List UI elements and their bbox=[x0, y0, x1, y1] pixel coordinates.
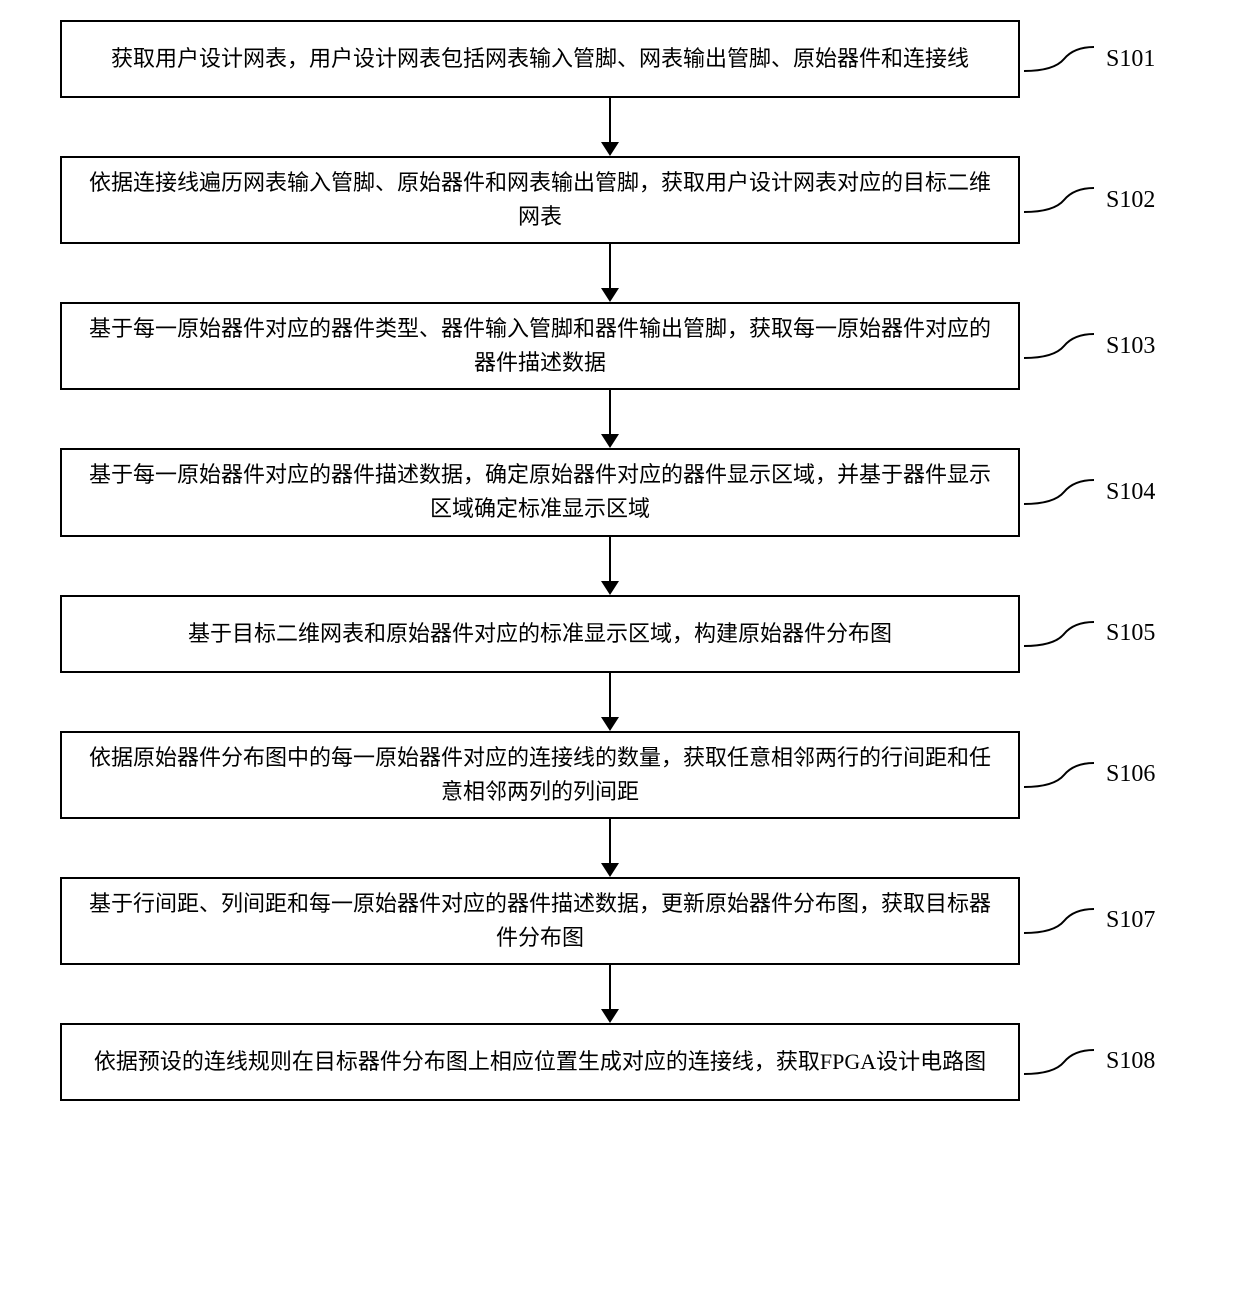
step-row: 获取用户设计网表，用户设计网表包括网表输入管脚、网表输出管脚、原始器件和连接线 … bbox=[60, 20, 1160, 98]
curve-icon bbox=[1024, 472, 1094, 512]
step-box-s107: 基于行间距、列间距和每一原始器件对应的器件描述数据，更新原始器件分布图，获取目标… bbox=[60, 877, 1020, 965]
step-text: 基于行间距、列间距和每一原始器件对应的器件描述数据，更新原始器件分布图，获取目标… bbox=[86, 887, 994, 955]
connector: S108 bbox=[1020, 1042, 1160, 1082]
connector: S102 bbox=[1020, 180, 1160, 220]
arrow-down-icon bbox=[130, 537, 1090, 595]
curve-icon bbox=[1024, 1042, 1094, 1082]
step-label: S104 bbox=[1106, 479, 1155, 506]
step-box-s106: 依据原始器件分布图中的每一原始器件对应的连接线的数量，获取任意相邻两行的行间距和… bbox=[60, 731, 1020, 819]
step-label: S107 bbox=[1106, 907, 1155, 934]
step-row: 依据连接线遍历网表输入管脚、原始器件和网表输出管脚，获取用户设计网表对应的目标二… bbox=[60, 156, 1160, 244]
connector: S101 bbox=[1020, 39, 1160, 79]
step-row: 基于每一原始器件对应的器件类型、器件输入管脚和器件输出管脚，获取每一原始器件对应… bbox=[60, 302, 1160, 390]
arrow-down-icon bbox=[130, 390, 1090, 448]
step-text: 基于每一原始器件对应的器件类型、器件输入管脚和器件输出管脚，获取每一原始器件对应… bbox=[86, 312, 994, 380]
arrow-down-icon bbox=[130, 673, 1090, 731]
arrow-down-icon bbox=[130, 244, 1090, 302]
step-text: 基于目标二维网表和原始器件对应的标准显示区域，构建原始器件分布图 bbox=[188, 617, 892, 651]
arrow-down-icon bbox=[130, 819, 1090, 877]
step-box-s104: 基于每一原始器件对应的器件描述数据，确定原始器件对应的器件显示区域，并基于器件显… bbox=[60, 448, 1020, 536]
curve-icon bbox=[1024, 901, 1094, 941]
step-box-s101: 获取用户设计网表，用户设计网表包括网表输入管脚、网表输出管脚、原始器件和连接线 bbox=[60, 20, 1020, 98]
connector: S106 bbox=[1020, 755, 1160, 795]
step-text: 依据原始器件分布图中的每一原始器件对应的连接线的数量，获取任意相邻两行的行间距和… bbox=[86, 741, 994, 809]
step-label: S105 bbox=[1106, 620, 1155, 647]
step-label: S102 bbox=[1106, 187, 1155, 214]
step-row: 依据原始器件分布图中的每一原始器件对应的连接线的数量，获取任意相邻两行的行间距和… bbox=[60, 731, 1160, 819]
arrow-down-icon bbox=[130, 98, 1090, 156]
curve-icon bbox=[1024, 39, 1094, 79]
connector: S107 bbox=[1020, 901, 1160, 941]
flowchart: 获取用户设计网表，用户设计网表包括网表输入管脚、网表输出管脚、原始器件和连接线 … bbox=[60, 20, 1160, 1101]
connector: S104 bbox=[1020, 472, 1160, 512]
step-row: 基于目标二维网表和原始器件对应的标准显示区域，构建原始器件分布图 S105 bbox=[60, 595, 1160, 673]
step-box-s105: 基于目标二维网表和原始器件对应的标准显示区域，构建原始器件分布图 bbox=[60, 595, 1020, 673]
curve-icon bbox=[1024, 326, 1094, 366]
step-label: S103 bbox=[1106, 333, 1155, 360]
step-label: S106 bbox=[1106, 761, 1155, 788]
step-row: 基于行间距、列间距和每一原始器件对应的器件描述数据，更新原始器件分布图，获取目标… bbox=[60, 877, 1160, 965]
curve-icon bbox=[1024, 755, 1094, 795]
step-label: S101 bbox=[1106, 46, 1155, 73]
step-text: 依据连接线遍历网表输入管脚、原始器件和网表输出管脚，获取用户设计网表对应的目标二… bbox=[86, 166, 994, 234]
step-label: S108 bbox=[1106, 1048, 1155, 1075]
step-text: 依据预设的连线规则在目标器件分布图上相应位置生成对应的连接线，获取FPGA设计电… bbox=[94, 1045, 986, 1079]
step-text: 获取用户设计网表，用户设计网表包括网表输入管脚、网表输出管脚、原始器件和连接线 bbox=[111, 42, 969, 76]
step-row: 基于每一原始器件对应的器件描述数据，确定原始器件对应的器件显示区域，并基于器件显… bbox=[60, 448, 1160, 536]
step-row: 依据预设的连线规则在目标器件分布图上相应位置生成对应的连接线，获取FPGA设计电… bbox=[60, 1023, 1160, 1101]
curve-icon bbox=[1024, 614, 1094, 654]
connector: S105 bbox=[1020, 614, 1160, 654]
step-box-s108: 依据预设的连线规则在目标器件分布图上相应位置生成对应的连接线，获取FPGA设计电… bbox=[60, 1023, 1020, 1101]
step-box-s102: 依据连接线遍历网表输入管脚、原始器件和网表输出管脚，获取用户设计网表对应的目标二… bbox=[60, 156, 1020, 244]
curve-icon bbox=[1024, 180, 1094, 220]
step-text: 基于每一原始器件对应的器件描述数据，确定原始器件对应的器件显示区域，并基于器件显… bbox=[86, 458, 994, 526]
step-box-s103: 基于每一原始器件对应的器件类型、器件输入管脚和器件输出管脚，获取每一原始器件对应… bbox=[60, 302, 1020, 390]
arrow-down-icon bbox=[130, 965, 1090, 1023]
connector: S103 bbox=[1020, 326, 1160, 366]
